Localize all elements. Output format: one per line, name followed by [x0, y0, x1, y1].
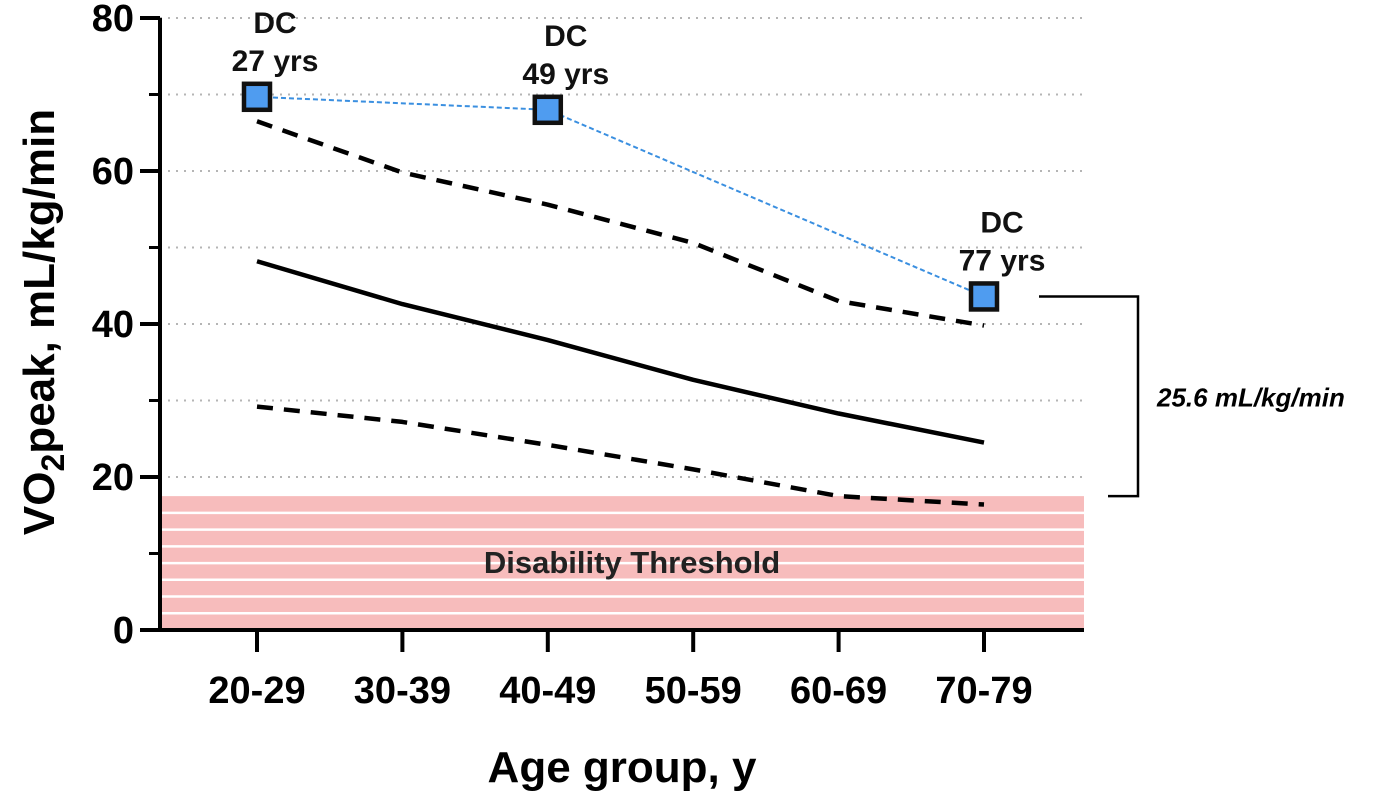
difference-bracket — [1039, 295, 1140, 498]
y-tick-label-40: 40 — [92, 304, 134, 346]
series-line-2-dashed — [256, 404, 985, 507]
x-tick-label-30-39: 30-39 — [354, 670, 451, 712]
difference-bracket-label: 25.6 mL/kg/min — [1156, 382, 1345, 412]
dc-marker-20-29 — [241, 81, 273, 113]
x-axis-title: Age group, y — [488, 743, 757, 792]
disability-threshold-band — [162, 496, 1084, 630]
series-lines — [256, 95, 985, 507]
y-tick-label-80: 80 — [92, 0, 134, 40]
x-tick-label-70-79: 70-79 — [935, 670, 1032, 712]
x-tick-label-40-49: 40-49 — [499, 670, 596, 712]
y-axis-title-suffix: peak, mL/kg/min — [15, 109, 64, 454]
y-axis-title: VO2peak, mL/kg/min — [15, 109, 71, 535]
dc-marker-40-49 — [532, 94, 564, 126]
dc-label-name-20-29: DC — [253, 7, 296, 40]
gridlines — [160, 17, 1084, 555]
dc-label-name-40-49: DC — [544, 20, 587, 53]
series-line-1-dashed — [256, 119, 985, 328]
y-tick-label-60: 60 — [92, 151, 134, 193]
bracket-line — [1039, 295, 1140, 498]
y-axis-title-subscript: 2 — [35, 454, 71, 472]
dc-label-age-20-29: 27 yrs — [232, 45, 319, 78]
dc-marker-70-79 — [968, 281, 1000, 312]
dc-label-age-40-49: 49 yrs — [522, 58, 609, 91]
x-tick-labels: 20-29 30-39 40-49 50-59 60-69 70-79 — [208, 670, 1032, 712]
x-tick-label-20-29: 20-29 — [208, 670, 305, 712]
disability-threshold-label: Disability Threshold — [484, 545, 780, 580]
dc-label-name-70-79: DC — [980, 206, 1023, 239]
x-tick-label-60-69: 60-69 — [790, 670, 887, 712]
y-tick-labels: 0 20 40 60 80 — [92, 0, 134, 652]
x-tick-label-50-59: 50-59 — [645, 670, 742, 712]
dc-label-age-70-79: 77 yrs — [959, 244, 1046, 277]
series-line-0-solid — [256, 259, 985, 445]
dc-markers: DC 27 yrs DC 49 yrs DC 77 yrs — [232, 7, 1046, 312]
y-tick-label-20: 20 — [92, 457, 134, 499]
axes — [140, 16, 1084, 652]
y-tick-label-0: 0 — [113, 610, 134, 652]
dc-connector-line — [256, 95, 985, 298]
y-axis-title-prefix: VO — [15, 471, 64, 535]
